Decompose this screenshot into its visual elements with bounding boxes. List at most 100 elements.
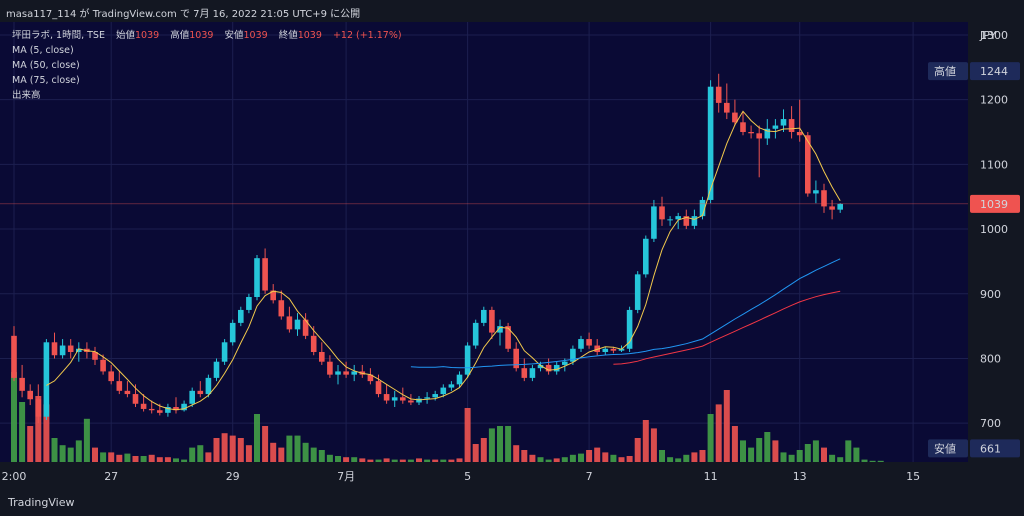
candle-body	[829, 206, 835, 210]
volume-bar	[853, 447, 860, 462]
y-tick-label: 1200	[980, 94, 1008, 107]
volume-bar	[505, 426, 512, 462]
candle-body	[553, 364, 560, 372]
legend-ma50[interactable]: MA (50, close)	[12, 60, 80, 71]
x-tick-label: 7	[586, 470, 593, 483]
volume-bar	[286, 435, 293, 462]
candle-body	[513, 348, 519, 369]
candle-body	[772, 125, 779, 129]
volume-bar	[772, 440, 779, 462]
candle-body	[667, 219, 673, 221]
candle-body	[124, 390, 131, 395]
candle-body	[537, 364, 544, 369]
legend-volume[interactable]: 出来高	[12, 90, 41, 101]
volume-bar	[43, 404, 50, 462]
candle-body	[521, 368, 528, 378]
legend-ma75[interactable]: MA (75, close)	[12, 75, 80, 86]
volume-bar	[440, 459, 447, 462]
volume-bar	[578, 453, 584, 462]
volume-bars	[11, 372, 884, 462]
moving-averages	[46, 110, 841, 411]
y-tick-label: 700	[980, 417, 1001, 430]
volume-bar	[748, 447, 755, 462]
volume-bar	[156, 457, 163, 462]
candle-body	[116, 381, 123, 391]
y-tick-label: 1300	[980, 29, 1008, 42]
high-badge-label: 高値	[934, 64, 956, 78]
candle-body	[108, 371, 114, 382]
volume-bar	[318, 450, 325, 462]
candle-body	[213, 361, 220, 378]
volume-bar	[11, 372, 17, 462]
candle-body	[19, 377, 25, 391]
volume-bar	[383, 458, 390, 462]
volume-bar	[780, 452, 787, 462]
candle-body	[529, 368, 536, 378]
volume-bar	[164, 457, 171, 462]
legend-ma5[interactable]: MA (5, close)	[12, 45, 74, 56]
volume-bar	[561, 457, 568, 462]
volume-bar	[464, 408, 471, 462]
volume-bar	[173, 458, 179, 462]
ma5-line	[46, 110, 841, 411]
publish-info-bar: masa117_114 が TradingView.com で 7月 16, 2…	[0, 0, 1024, 22]
candle-body	[594, 345, 600, 352]
candle-body	[246, 297, 252, 310]
candle-body	[286, 316, 293, 330]
candle-body	[165, 407, 171, 413]
legend-high-label: 高値	[170, 30, 190, 41]
candle-body	[181, 403, 187, 411]
candle-body	[416, 398, 422, 403]
volume-bar	[399, 459, 406, 462]
x-tick-label: 2:00	[2, 470, 27, 483]
candle-body	[780, 119, 787, 126]
candle-body	[489, 309, 495, 333]
time-axis-background	[0, 462, 968, 490]
volume-bar	[351, 457, 358, 462]
volume-bar	[132, 456, 139, 462]
candle-body	[610, 348, 617, 351]
candle-body	[351, 371, 357, 375]
candle-body	[578, 339, 584, 349]
volume-bar	[707, 414, 714, 462]
volume-bar	[116, 454, 123, 462]
candle-body	[43, 342, 50, 417]
volume-bar	[19, 402, 26, 462]
volume-bar	[675, 458, 682, 462]
low-badge-label-box	[928, 439, 968, 458]
legend-high: 1039	[189, 30, 214, 41]
volume-bar	[221, 433, 228, 462]
candle-body	[586, 339, 592, 346]
time-axis[interactable]: 2:00 27 29 7月 5 7 11 13 15	[2, 470, 920, 483]
volume-bar	[877, 460, 884, 462]
candle-body	[335, 371, 341, 375]
low-badge-label: 安値	[934, 441, 956, 455]
volume-bar	[448, 459, 455, 462]
volume-bar	[75, 440, 82, 462]
x-tick-label: 15	[906, 470, 920, 483]
tradingview-logo[interactable]: TradingView	[8, 496, 75, 509]
candle-body	[327, 361, 333, 375]
candle-body	[618, 348, 625, 351]
candle-body	[562, 361, 568, 365]
candle-body	[254, 258, 260, 297]
candle-body	[310, 335, 317, 352]
volume-bar	[391, 459, 398, 462]
volume-bar	[699, 450, 706, 462]
candle-body	[238, 309, 244, 323]
volume-bar	[796, 450, 803, 462]
candle-body	[92, 352, 98, 360]
volume-bar	[294, 435, 301, 462]
volume-bar	[456, 458, 463, 462]
volume-bar	[229, 435, 236, 462]
volume-bar	[254, 414, 260, 462]
volume-bar	[213, 438, 220, 462]
candle-body	[59, 345, 66, 356]
legend-low-label: 安値	[224, 30, 244, 41]
volume-bar	[513, 445, 520, 462]
candle-body	[683, 216, 690, 226]
candle-body	[27, 390, 33, 400]
candle-body	[173, 407, 179, 411]
